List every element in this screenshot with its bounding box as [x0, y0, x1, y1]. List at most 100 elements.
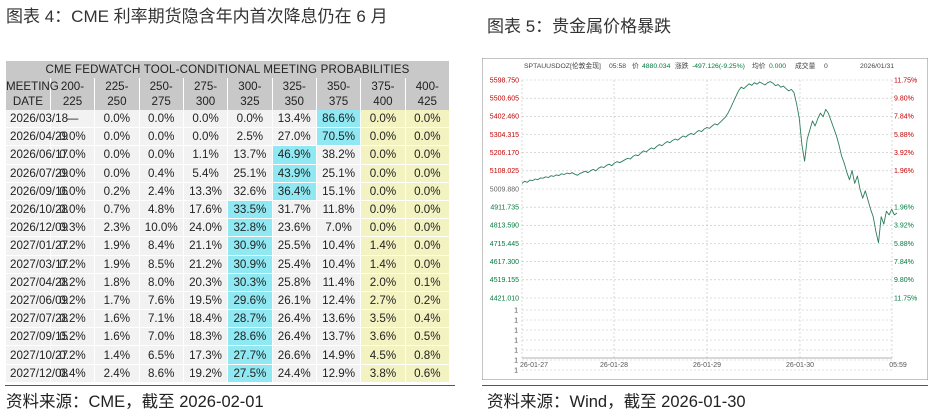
probability-cell: 7.6%	[139, 291, 184, 311]
probability-cell: 0.0%	[50, 145, 96, 165]
probability-cell: 0.0%	[94, 127, 140, 147]
y-pct-label: 5.88%	[894, 241, 914, 248]
rate-header-line: 275-	[193, 80, 218, 93]
probability-cell: 25.1%	[227, 164, 273, 183]
rate-column-header: 325- 350	[272, 78, 317, 110]
probability-cell: 0.0%	[139, 145, 184, 165]
probability-cell: 19.5%	[183, 291, 229, 311]
date-column-header: MEETING DATE	[6, 78, 59, 110]
probability-cell: 0.0%	[405, 200, 451, 220]
probability-cell: 0.5%	[405, 327, 451, 347]
meeting-date-cell: 2027/07/28	[6, 309, 68, 329]
chart-header-text: 涨跌	[675, 61, 689, 70]
probability-cell: 13.4%	[272, 110, 317, 129]
probability-cell: 2.5%	[227, 127, 273, 147]
table-row: 2027/10/27 0.2% 1.4% 6.5% 17.3% 27.7% 26.6% 14.…	[6, 345, 451, 365]
probability-cell: 30.9%	[227, 255, 273, 274]
probability-cell: 17.3%	[183, 345, 229, 365]
y-pct-label: 9.80%	[894, 95, 914, 102]
probability-cell: 0.2%	[50, 345, 96, 365]
table-row: 2026/07/29 0.0% 0.0% 0.4% 5.4% 25.1% 43.9% 25.1…	[6, 164, 451, 183]
date-header-line: DATE	[12, 95, 43, 108]
lower-tick-label: 1	[514, 347, 518, 354]
probability-cell: 15.1%	[316, 182, 362, 201]
y-tick-label: 5598.750	[490, 77, 519, 84]
rate-header-line: 250	[107, 95, 127, 108]
probability-cell: 0.0%	[360, 218, 406, 238]
probability-cell: 2.4%	[94, 364, 140, 383]
rate-column-header: 375- 400	[360, 78, 406, 110]
rate-column-header: 300- 325	[227, 78, 273, 110]
probability-cell: 20.3%	[183, 273, 229, 292]
probability-cell: 43.9%	[272, 164, 317, 183]
probability-cell: 26.1%	[272, 291, 317, 311]
probability-cell: 18.4%	[183, 309, 229, 329]
probability-cell: 25.1%	[316, 164, 362, 183]
probability-cell: 0.0%	[360, 182, 406, 201]
y-tick-label: 5108.025	[490, 168, 519, 175]
y-pct-label: 3.92%	[894, 150, 914, 157]
probability-cell: 0.0%	[50, 182, 96, 201]
fedwatch-probability-table: CME FEDWATCH TOOL-CONDITIONAL MEETING PR…	[6, 61, 451, 383]
probability-cell: 31.7%	[272, 200, 317, 220]
probability-cell: 19.2%	[183, 364, 229, 383]
probability-cell: 1.6%	[94, 327, 140, 347]
probability-cell: 7.0%	[316, 218, 362, 238]
probability-cell: 0.0%	[360, 145, 406, 165]
probability-cell: 7.1%	[139, 309, 184, 329]
chart-header-text: 0.000	[769, 63, 786, 70]
probability-cell: 0.1%	[405, 273, 451, 292]
probability-cell: 0.0%	[360, 164, 406, 183]
probability-cell: 8.6%	[139, 364, 184, 383]
probability-cell: 0.0%	[139, 110, 184, 129]
meeting-date-cell: 2026/09/16	[6, 182, 68, 201]
probability-cell: 14.9%	[316, 345, 362, 365]
probability-cell: 18.3%	[183, 327, 229, 347]
lower-tick-label: 1	[514, 357, 518, 364]
probability-cell: 26.6%	[272, 345, 317, 365]
probability-cell: 10.4%	[316, 255, 362, 274]
probability-cell: 0.6%	[405, 364, 451, 383]
probability-cell: 0.0%	[94, 164, 140, 183]
table-row: 2026/04/29 0.0% 0.0% 0.0% 0.0% 2.5% 27.0% 70.5%…	[6, 127, 451, 147]
probability-cell: 13.6%	[316, 309, 362, 329]
probability-cell: 27.7%	[227, 345, 273, 365]
probability-cell: 0.0%	[50, 200, 96, 220]
table-row: 2026/09/16 0.0% 0.2% 2.4% 13.3% 32.6% 36.4% 15.…	[6, 182, 451, 201]
probability-cell: 26.4%	[272, 309, 317, 329]
y-pct-label: 1.96%	[894, 204, 914, 211]
probability-cell: 0.4%	[50, 364, 96, 383]
rate-header-line: 225	[62, 95, 83, 108]
chart-header-text: 价	[632, 62, 639, 70]
chart-header-text: SPTAUUSDOZ[伦敦金现]	[524, 61, 601, 70]
probability-cell: 8.0%	[139, 273, 184, 292]
y-tick-label: 5304.315	[490, 132, 519, 139]
chart-header-text: 4880.034	[642, 63, 671, 70]
probability-cell: 0.0%	[405, 255, 451, 274]
probability-cell: 36.4%	[272, 182, 317, 201]
table-row: 2027/09/15 0.2% 1.6% 7.0% 18.3% 28.6% 26.4% 13.…	[6, 327, 451, 347]
rate-header-line: 400-	[415, 80, 439, 93]
probability-cell: 33.5%	[227, 200, 273, 220]
probability-cell: 28.7%	[227, 309, 273, 329]
y-pct-label: 7.84%	[894, 259, 914, 266]
probability-cell: 0.0%	[360, 110, 406, 129]
rate-header-line: 325	[240, 95, 260, 108]
probability-cell: 1.9%	[94, 255, 140, 274]
probability-cell: 1.6%	[94, 309, 140, 329]
probability-cell: 0.8%	[405, 345, 451, 365]
y-pct-label: 7.84%	[894, 114, 914, 121]
right-divider	[482, 385, 928, 386]
probability-cell: 25.4%	[272, 255, 317, 274]
rate-header-line: 350	[284, 95, 304, 108]
rate-header-line: 300-	[238, 80, 262, 93]
left-figure-title: 图表 4：CME 利率期货隐含年内首次降息仍在 6 月	[6, 7, 388, 26]
date-header-line: MEETING	[6, 80, 59, 93]
probability-cell: 0.2%	[94, 182, 140, 201]
probability-cell: 1.4%	[94, 345, 140, 365]
probability-cell: 0.0%	[405, 164, 451, 183]
chart-header-text: -497.126(-9.25%)	[692, 63, 745, 70]
probability-cell: 6.5%	[139, 345, 184, 365]
probability-cell: 32.6%	[227, 182, 273, 201]
probability-cell: 29.6%	[227, 291, 273, 311]
